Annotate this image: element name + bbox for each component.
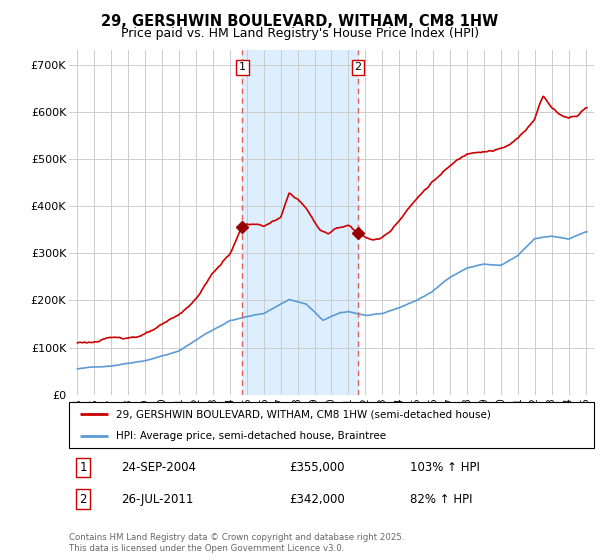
Text: £342,000: £342,000 — [290, 493, 345, 506]
Text: HPI: Average price, semi-detached house, Braintree: HPI: Average price, semi-detached house,… — [116, 431, 386, 441]
Text: £355,000: £355,000 — [290, 461, 345, 474]
Text: 29, GERSHWIN BOULEVARD, WITHAM, CM8 1HW (semi-detached house): 29, GERSHWIN BOULEVARD, WITHAM, CM8 1HW … — [116, 409, 491, 419]
Text: 2: 2 — [79, 493, 87, 506]
Text: 1: 1 — [239, 63, 246, 72]
Text: Price paid vs. HM Land Registry's House Price Index (HPI): Price paid vs. HM Land Registry's House … — [121, 27, 479, 40]
Bar — [242, 50, 358, 395]
Text: 24-SEP-2004: 24-SEP-2004 — [121, 461, 197, 474]
Text: 26-JUL-2011: 26-JUL-2011 — [121, 493, 194, 506]
Text: 82% ↑ HPI: 82% ↑ HPI — [410, 493, 473, 506]
Text: 2: 2 — [355, 63, 362, 72]
Text: 103% ↑ HPI: 103% ↑ HPI — [410, 461, 480, 474]
Text: 1: 1 — [79, 461, 87, 474]
Text: 29, GERSHWIN BOULEVARD, WITHAM, CM8 1HW: 29, GERSHWIN BOULEVARD, WITHAM, CM8 1HW — [101, 14, 499, 29]
Text: Contains HM Land Registry data © Crown copyright and database right 2025.
This d: Contains HM Land Registry data © Crown c… — [69, 533, 404, 553]
